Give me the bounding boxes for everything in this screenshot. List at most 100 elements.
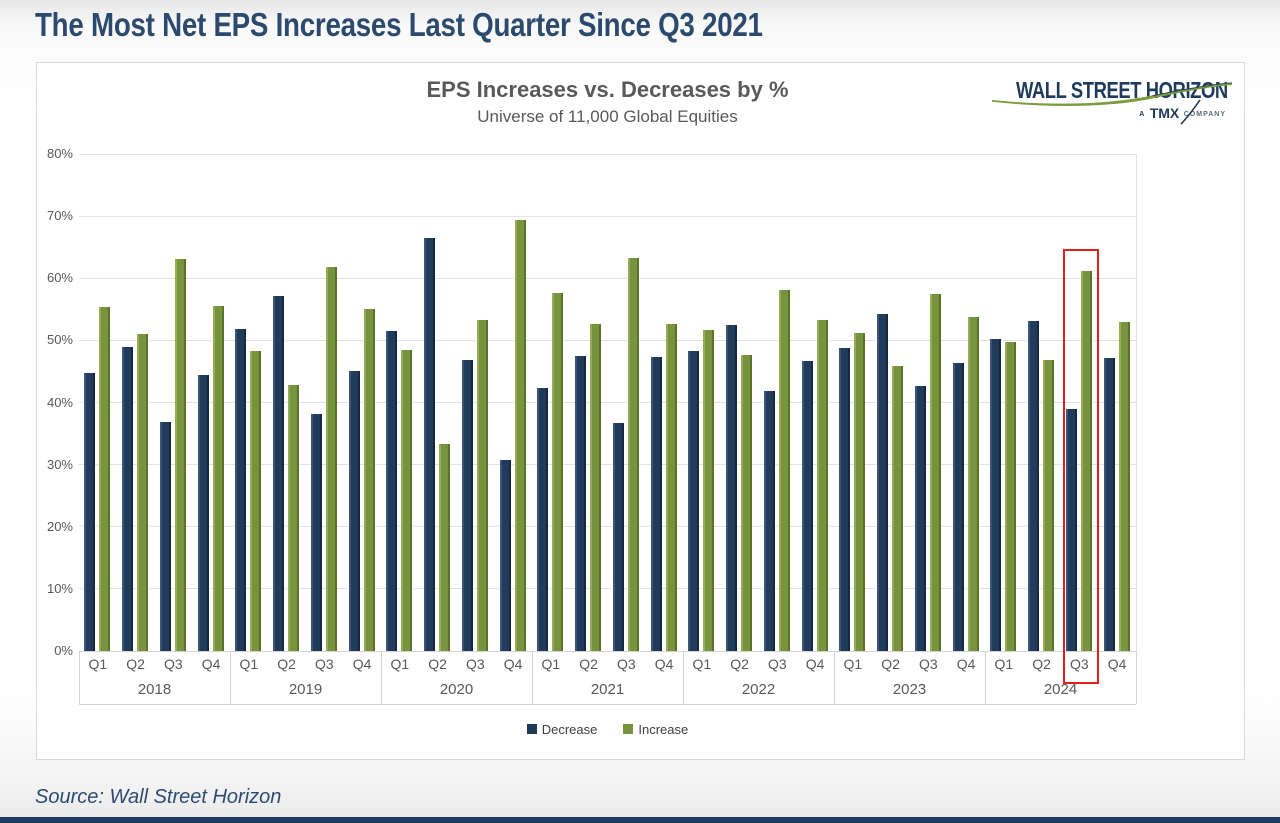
- year-divider: [834, 651, 835, 704]
- x-axis-quarter-label: Q4: [201, 656, 221, 672]
- bar-decrease-2019-Q2: [273, 295, 285, 651]
- bar-increase-2018-Q4: [212, 305, 224, 651]
- bar-increase-2024-Q2: [1043, 359, 1055, 651]
- gridline-10: [79, 588, 1136, 590]
- bar-increase-2023-Q2: [892, 366, 904, 651]
- bar-decrease-2024-Q2: [1028, 321, 1040, 651]
- bar-increase-2023-Q4: [967, 317, 979, 651]
- legend: Decrease Increase: [79, 720, 1136, 738]
- x-axis-quarter-label: Q3: [919, 656, 938, 672]
- bar-decrease-2019-Q3: [310, 413, 322, 651]
- x-axis-quarter-label: Q1: [239, 656, 259, 672]
- logo-tmx-line: A TMX COMPANY: [1139, 105, 1226, 123]
- bar-increase-2020-Q3: [476, 319, 488, 651]
- x-axis-quarter-label: Q4: [805, 656, 825, 672]
- bar-increase-2019-Q4: [363, 309, 375, 651]
- x-axis-quarter-label: Q2: [428, 656, 447, 672]
- bar-decrease-2022-Q4: [801, 360, 813, 651]
- bar-increase-2019-Q3: [325, 267, 337, 651]
- bar-decrease-2023-Q1: [839, 347, 851, 651]
- bar-increase-2021-Q2: [590, 324, 602, 651]
- y-axis-tick-label: 60%: [46, 270, 73, 286]
- logo-tmx-company: COMPANY: [1183, 111, 1226, 118]
- x-axis-quarter-label: Q4: [352, 656, 372, 672]
- bar-decrease-2023-Q4: [952, 363, 964, 651]
- x-axis-year-label: 2022: [741, 681, 776, 698]
- x-axis-quarter-label: Q1: [390, 656, 410, 672]
- bar-decrease-2018-Q4: [197, 375, 209, 651]
- bar-decrease-2020-Q4: [499, 460, 511, 651]
- x-axis-quarter-label: Q4: [654, 656, 674, 672]
- bottom-accent-bar: [0, 817, 1280, 823]
- bar-decrease-2020-Q1: [386, 331, 398, 651]
- gridline-30: [79, 464, 1136, 466]
- chart-title: EPS Increases vs. Decreases by %: [426, 77, 789, 102]
- x-axis-quarter-label: Q3: [315, 656, 334, 672]
- y-axis-tick-label: 0%: [54, 643, 73, 658]
- year-divider: [381, 651, 382, 704]
- x-axis-quarter-label: Q3: [1070, 656, 1089, 672]
- gridline-50: [79, 339, 1136, 341]
- bar-increase-2019-Q2: [288, 385, 300, 651]
- bar-decrease-2021-Q4: [650, 356, 662, 651]
- x-axis-year-label: 2019: [288, 681, 323, 698]
- x-axis-quarter-label: Q3: [164, 656, 183, 672]
- highlight-box-Q3-2024: [1063, 249, 1100, 684]
- bar-increase-2019-Q1: [250, 350, 262, 651]
- year-divider: [683, 651, 684, 704]
- bar-increase-2020-Q4: [514, 220, 526, 651]
- bar-increase-2018-Q3: [174, 258, 186, 651]
- y-axis-tick-label: 80%: [46, 146, 73, 161]
- x-axis-quarter-label: Q3: [617, 656, 636, 672]
- bar-decrease-2018-Q1: [84, 372, 96, 651]
- bar-increase-2024-Q3: [1080, 271, 1092, 651]
- bar-decrease-2024-Q3: [1065, 409, 1077, 651]
- plot-area: 0% 10% 20% 30% 40% 50% 60% 70% 80% Q1 Q2 Q3 Q4 2018 Q1…: [37, 63, 1244, 759]
- logo-tmx: TMX: [1149, 105, 1180, 121]
- year-divider: [230, 651, 231, 704]
- x-axis-quarter-label: Q4: [956, 656, 976, 672]
- source-note: Source: Wall Street Horizon: [35, 786, 282, 808]
- legend-swatch-increase: [623, 724, 634, 734]
- bar-decrease-2019-Q4: [348, 371, 360, 651]
- bar-increase-2022-Q2: [741, 355, 753, 651]
- plot-right-border: [1136, 154, 1137, 651]
- bar-decrease-2023-Q2: [877, 314, 889, 651]
- logo-tmx-x-swoosh-icon: [1180, 99, 1201, 125]
- x-axis-year-label: 2024: [1043, 681, 1078, 698]
- bar-increase-2021-Q4: [665, 324, 677, 651]
- y-axis-tick-label: 50%: [46, 332, 73, 348]
- bar-decrease-2018-Q2: [122, 346, 134, 651]
- bar-increase-2021-Q1: [552, 293, 564, 651]
- x-axis-bottom-border: [79, 704, 1136, 705]
- bar-decrease-2021-Q2: [575, 355, 587, 651]
- x-axis-quarter-label: Q3: [768, 656, 787, 672]
- bar-increase-2024-Q4: [1118, 321, 1130, 651]
- bar-increase-2022-Q3: [778, 290, 790, 651]
- bar-decrease-2020-Q2: [424, 237, 436, 651]
- year-divider: [1136, 651, 1137, 704]
- chart-panel: EPS Increases vs. Decreases by % Univers…: [36, 62, 1245, 760]
- y-axis-tick-label: 10%: [46, 580, 73, 596]
- y-axis-tick-label: 30%: [46, 456, 73, 472]
- gridline-20: [79, 526, 1136, 528]
- legend-swatch-decrease: [526, 724, 537, 734]
- chart-subtitle: Universe of 11,000 Global Equities: [477, 107, 738, 126]
- bar-decrease-2023-Q3: [914, 386, 926, 651]
- bar-decrease-2019-Q1: [235, 329, 247, 651]
- logo-swoosh-icon: [992, 82, 1232, 106]
- gridline-40: [79, 402, 1136, 403]
- bar-decrease-2022-Q3: [763, 390, 775, 651]
- bar-increase-2023-Q3: [929, 294, 941, 651]
- bar-increase-2022-Q1: [703, 329, 715, 651]
- y-axis-tick-label: 20%: [46, 518, 73, 534]
- x-axis-quarter-label: Q1: [692, 656, 712, 672]
- y-axis-tick-label: 40%: [46, 394, 73, 410]
- bar-increase-2020-Q1: [401, 349, 413, 651]
- x-axis-quarter-label: Q2: [730, 656, 749, 672]
- x-axis-quarter-label: Q2: [579, 656, 598, 672]
- bar-decrease-2020-Q3: [461, 360, 473, 651]
- bar-decrease-2018-Q3: [159, 422, 171, 651]
- x-axis-line: [79, 651, 1136, 652]
- logo-tmx-a: A: [1139, 111, 1146, 118]
